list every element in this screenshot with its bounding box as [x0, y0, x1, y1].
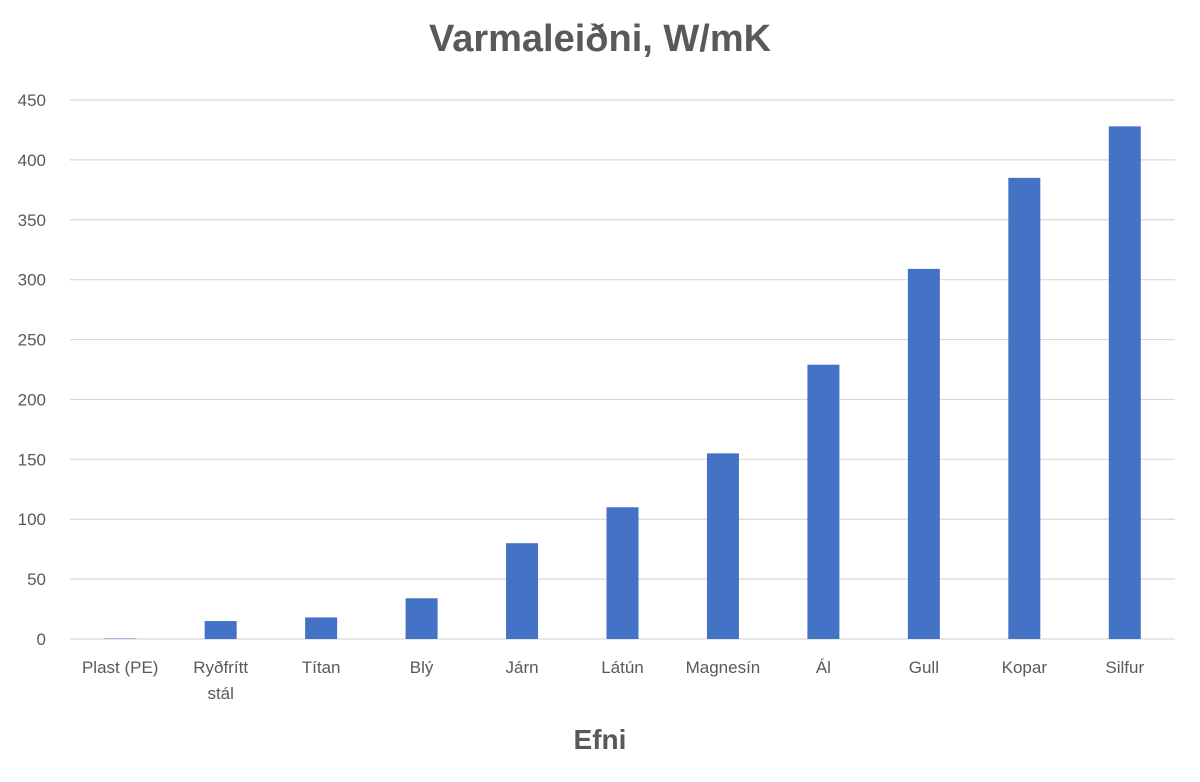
- bar: [1108, 126, 1141, 639]
- x-tick-label: Kopar: [1002, 658, 1048, 677]
- bar: [204, 621, 237, 639]
- y-tick-label: 150: [18, 450, 46, 469]
- x-tick-label: Látún: [601, 658, 644, 677]
- y-tick-label: 100: [18, 510, 46, 529]
- x-tick-label: Silfur: [1105, 658, 1144, 677]
- bar: [706, 453, 739, 639]
- y-tick-label: 250: [18, 331, 46, 350]
- y-tick-label: 400: [18, 151, 46, 170]
- x-tick-label: Ál: [816, 658, 831, 677]
- x-tick-label: Gull: [909, 658, 939, 677]
- bar: [1008, 177, 1041, 639]
- x-tick-label: Títan: [302, 658, 341, 677]
- y-tick-label: 350: [18, 211, 46, 230]
- y-tick-label: 200: [18, 390, 46, 409]
- y-tick-label: 300: [18, 271, 46, 290]
- x-axis-title: Efni: [573, 724, 627, 755]
- y-tick-label: 0: [37, 630, 46, 649]
- bar: [606, 507, 639, 639]
- y-tick-label: 50: [27, 570, 46, 589]
- bar: [405, 598, 438, 639]
- bar: [907, 268, 940, 639]
- x-tick-label: Blý: [410, 658, 434, 677]
- chart-title: Varmaleiðni, W/mK: [428, 18, 772, 60]
- x-tick-label: Magnesín: [686, 658, 761, 677]
- x-tick-label: Járn: [506, 658, 539, 677]
- x-tick-label: Plast (PE): [82, 658, 159, 677]
- bar: [807, 364, 840, 639]
- x-tick-label: Ryðfrítt stál: [193, 658, 248, 703]
- bar: [506, 543, 539, 639]
- y-tick-label: 450: [18, 91, 46, 110]
- bar: [305, 617, 338, 639]
